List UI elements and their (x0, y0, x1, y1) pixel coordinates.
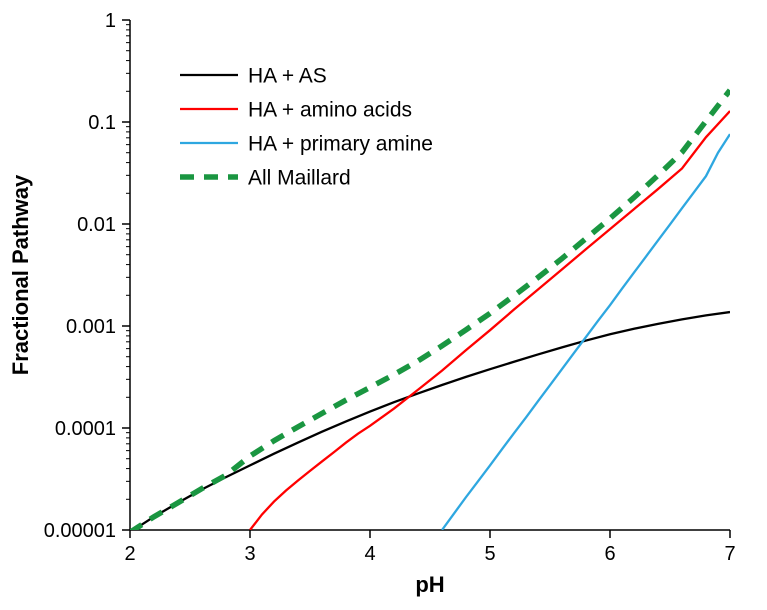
chart-container: 2 3 4 5 6 7 0.00001 0.0001 0.001 0.01 0.1 1 pH Fracti… (0, 0, 767, 610)
legend-label: HA + amino acids (248, 98, 412, 121)
x-axis-label: pH (415, 572, 444, 597)
y-tick-label: 0.1 (88, 112, 116, 134)
legend-label: HA + AS (248, 64, 327, 87)
plot-background (0, 0, 767, 610)
x-tick-label: 7 (724, 543, 735, 565)
line-chart: 2 3 4 5 6 7 0.00001 0.0001 0.001 0.01 0.1 1 pH Fracti… (0, 0, 767, 610)
x-tick-label: 3 (244, 543, 255, 565)
y-tick-label: 0.001 (66, 316, 116, 338)
y-tick-label: 0.0001 (55, 418, 116, 440)
x-tick-label: 5 (484, 543, 495, 565)
y-axis-label: Fractional Pathway (8, 174, 33, 375)
legend-label: All Maillard (248, 166, 351, 189)
y-tick-label: 0.00001 (44, 520, 116, 542)
x-tick-label: 4 (364, 543, 375, 565)
y-tick-label: 0.01 (77, 214, 116, 236)
y-tick-label: 1 (105, 10, 116, 32)
x-tick-label: 2 (124, 543, 135, 565)
legend-label: HA + primary amine (248, 132, 433, 155)
x-tick-label: 6 (604, 543, 615, 565)
